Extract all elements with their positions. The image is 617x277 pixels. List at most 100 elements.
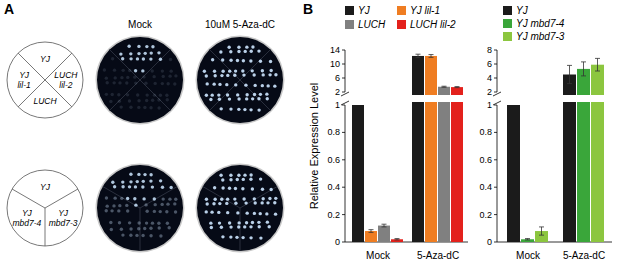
seedling: [169, 186, 172, 189]
legend-swatch: [345, 20, 354, 29]
sector-line: [140, 80, 170, 110]
error-cap: [539, 235, 544, 236]
axis-break-mark: [341, 92, 349, 96]
seedling: [118, 99, 121, 102]
seedling: [244, 83, 247, 86]
plate-photo: [97, 37, 183, 123]
seedling: [136, 57, 139, 60]
legend-label: YJ mbd7-3: [516, 31, 565, 42]
bar: [438, 87, 450, 242]
seedling: [217, 211, 220, 214]
error-bar: [429, 55, 434, 58]
seedling: [144, 52, 147, 55]
seedling: [145, 221, 148, 224]
sector-line: [103, 187, 140, 209]
tick-label: 0.4: [327, 182, 340, 192]
seedling: [174, 74, 177, 77]
error-cap: [595, 58, 600, 59]
tick-mark: [494, 64, 497, 65]
seedling: [134, 203, 137, 206]
seedling: [225, 83, 228, 86]
seedling: [149, 179, 152, 182]
seedling: [243, 108, 246, 111]
error-cap: [567, 65, 572, 66]
seedling: [245, 211, 248, 214]
seedling: [234, 202, 237, 205]
legend-swatch: [397, 6, 406, 15]
bar: [451, 87, 463, 242]
seedling: [129, 57, 132, 60]
seedling: [237, 173, 240, 176]
seedling: [173, 82, 176, 85]
seedling: [126, 209, 129, 212]
seedling: [112, 204, 115, 207]
bar: [352, 105, 364, 242]
seedling: [121, 69, 124, 72]
seedling: [213, 74, 216, 77]
error-bar: [416, 54, 421, 58]
seedling: [243, 225, 246, 228]
seedling: [142, 75, 145, 78]
seedling: [137, 173, 140, 176]
seedling: [151, 69, 154, 72]
sector-line: [140, 50, 170, 80]
seedling: [144, 82, 147, 85]
seedling: [110, 209, 113, 212]
seedling: [259, 59, 262, 62]
seedling: [126, 197, 129, 200]
seedling: [218, 83, 221, 86]
seedling: [227, 46, 230, 49]
legend-swatch: [503, 6, 512, 15]
error-bar: [395, 239, 400, 240]
seedling: [269, 69, 272, 72]
error-cap: [416, 54, 421, 55]
seedling: [251, 45, 254, 48]
seedling: [249, 59, 252, 62]
tick-label: 1: [335, 100, 340, 110]
tick-label: 2: [335, 87, 340, 97]
sector-label: LUCHlil-2: [54, 70, 78, 90]
seedling: [126, 93, 129, 96]
seedling: [205, 197, 208, 200]
seedling: [219, 50, 222, 53]
error-cap: [581, 75, 586, 76]
seedling: [228, 186, 231, 189]
tick-mark: [342, 214, 345, 215]
seedling: [126, 76, 129, 79]
tick-mark: [494, 132, 497, 133]
seedling: [153, 197, 156, 200]
seedling: [125, 204, 128, 207]
seedling: [150, 51, 153, 54]
axis-break-mark: [493, 101, 501, 105]
seedling: [142, 57, 145, 60]
plate-rim: [196, 164, 285, 253]
error-line: [597, 58, 598, 71]
tick-label: 0.4: [479, 182, 492, 192]
seedling: [241, 236, 244, 239]
category-label: Mock: [516, 250, 541, 261]
seedling: [151, 221, 154, 224]
seedling: [205, 93, 208, 96]
plate-rim: [96, 36, 185, 125]
seedling: [259, 93, 262, 96]
seedling: [242, 178, 245, 181]
seedling: [105, 76, 108, 79]
seedling: [259, 236, 262, 239]
error-line: [583, 62, 584, 76]
y-axis: [497, 105, 498, 242]
seedling: [266, 201, 269, 204]
sector-line: [110, 50, 140, 80]
seedling: [105, 81, 108, 84]
tick-label: 4: [487, 73, 492, 83]
seedling: [212, 82, 215, 85]
plate-photo: [197, 165, 283, 251]
seedling: [129, 52, 132, 55]
error-line: [418, 54, 419, 58]
seedling: [220, 226, 223, 229]
seedling: [249, 173, 252, 176]
seedling: [236, 93, 239, 96]
seedling: [118, 81, 121, 84]
seedling: [243, 173, 246, 176]
seedlings: [103, 44, 178, 109]
seedling: [253, 201, 256, 204]
